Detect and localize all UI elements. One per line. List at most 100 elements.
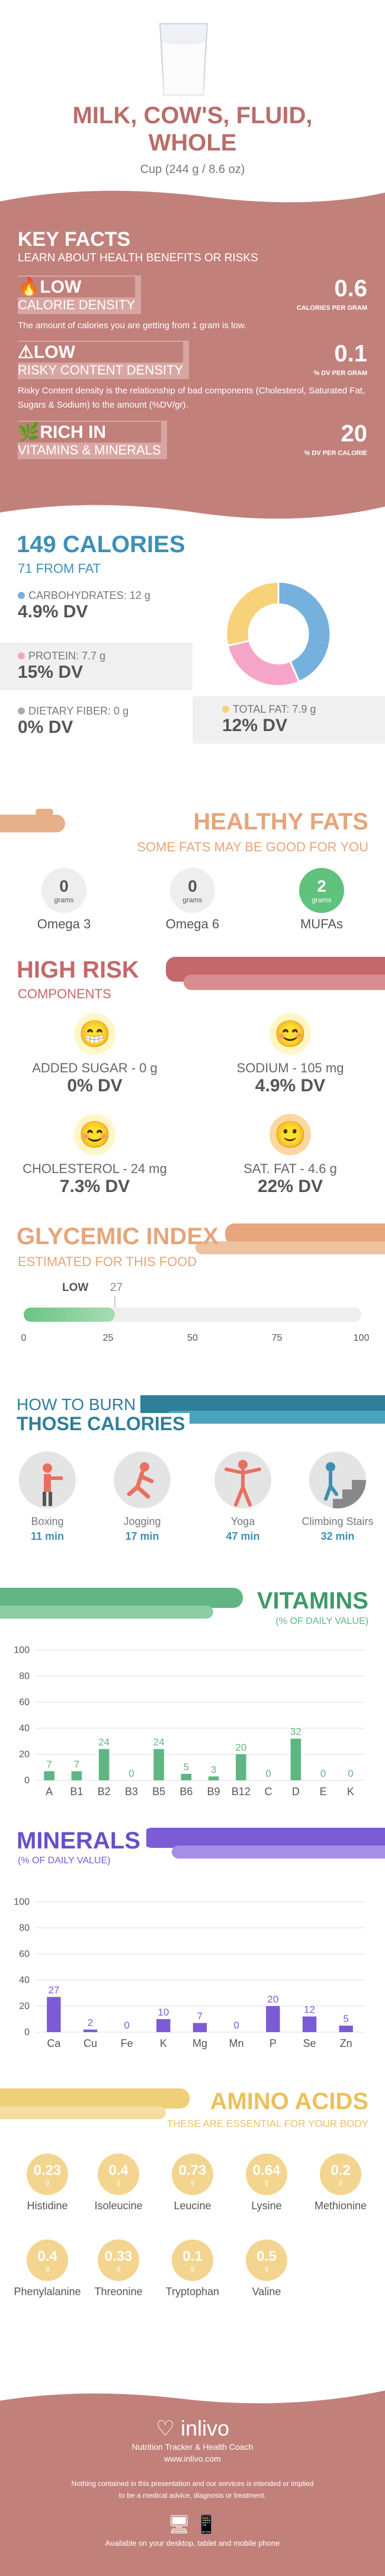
amino-acid-circle: 0.5 g	[246, 2239, 287, 2281]
stairs-icon	[309, 1452, 366, 1508]
amino-acid-item: 0.2 g Methionine	[305, 2154, 376, 2212]
key-fact-level: RICH IN	[40, 422, 107, 442]
y-tick-label: 60	[19, 1949, 30, 1959]
burn-title-1: HOW TO BURN	[17, 1395, 141, 1414]
footer-tagline: Nutrition Tracker & Health Coach	[131, 2442, 254, 2452]
amino-acid-circle: 0.64 g	[246, 2154, 287, 2195]
vitamin-value-label: 0	[348, 1768, 353, 1779]
vitamin-value-label: 7	[74, 1759, 79, 1770]
activity-jogging: Jogging 17 min	[104, 1452, 181, 1543]
mineral-category-label: Se	[303, 2037, 316, 2049]
activity-time: 17 min	[125, 1530, 159, 1542]
disclaimer-line-1: Nothing contained in this presentation a…	[71, 2479, 314, 2488]
fat-value: 0	[188, 877, 197, 895]
healthy-fats-section: HEALTHY FATS SOME FATS MAY BE GOOD FOR Y…	[0, 785, 385, 957]
decor-band	[184, 975, 385, 990]
key-fact-label: CALORIE DENSITY	[18, 297, 136, 312]
key-facts-title: KEY FACTS	[18, 228, 131, 251]
neutral-face-icon: 🙂	[270, 1114, 311, 1155]
fat-omega6: 0 grams Omega 6	[148, 868, 237, 932]
risk-dv: 22% DV	[257, 1177, 323, 1196]
decor-band	[142, 1828, 385, 1848]
header-section: MILK, COW'S, FLUID, WHOLE Cup (244 g / 8…	[0, 0, 385, 187]
key-fact-label: VITAMINS & MINERALS	[18, 443, 161, 457]
milk-glass-icon	[159, 23, 208, 95]
amino-acid-unit: g	[190, 2265, 195, 2272]
activity-boxing: Boxing 11 min	[9, 1452, 86, 1543]
fat-label: Omega 3	[37, 917, 91, 931]
mineral-category-label: Mg	[192, 2037, 207, 2049]
decor-band	[0, 1606, 213, 1619]
mineral-bar-P	[266, 2006, 280, 2032]
glycemic-tick-label: 100	[353, 1333, 370, 1343]
glycemic-level: LOW	[62, 1281, 89, 1294]
decor-band	[0, 2106, 166, 2119]
amino-acid-circle: 0.33 g	[98, 2239, 139, 2281]
key-fact-unit: % DV PER GRAM	[313, 370, 367, 377]
amino-acid-value: 0.23	[33, 2162, 62, 2178]
amino-acid-value: 0.4	[108, 2162, 129, 2178]
glycemic-marker	[114, 1296, 116, 1308]
vitamin-category-label: K	[347, 1786, 354, 1798]
key-fact-calorie-density: 🔥LOW CALORIE DENSITY 0.6 CALORIES PER GRAM…	[18, 275, 367, 333]
amino-acid-label: Phenylalanine	[14, 2286, 81, 2298]
glycemic-index-section: GLYCEMIC INDEX ESTIMATED FOR THIS FOOD L…	[0, 1212, 385, 1395]
amino-acid-label: Methionine	[314, 2200, 367, 2212]
amino-acid-item: 0.1 g Tryptophan	[157, 2239, 228, 2298]
flame-icon: 🔥	[18, 277, 40, 297]
mineral-value-label: 2	[88, 2017, 93, 2029]
vitamin-bar-D	[290, 1738, 301, 1780]
amino-acid-item: 0.73 g Leucine	[157, 2154, 228, 2212]
mineral-bar-Cu	[83, 2029, 98, 2032]
amino-acid-value: 0.1	[182, 2248, 203, 2264]
vitamin-category-label: B12	[232, 1786, 251, 1798]
amino-acid-circle: 0.4 g	[98, 2154, 139, 2195]
risk-dv: 0% DV	[67, 1076, 123, 1095]
happy-face-icon: 😁	[74, 1013, 116, 1055]
wave-top-decoration	[0, 187, 385, 203]
nutrient-dv: 4.9% DV	[18, 602, 88, 621]
amino-acid-value: 0.2	[331, 2162, 351, 2178]
minerals-bar-chart: 0 20 40 60 80 100 27 Ca 2 Cu 0 Fe 10 K 7 Mg 0 Mn 20 P 12 Se 5 Z…	[14, 1897, 364, 2049]
fat-unit: grams	[54, 896, 74, 904]
activity-climbing-stairs: Climbing Stairs 32 min	[299, 1452, 376, 1543]
key-fact-tag: ⚠LOW RISKY CONTENT DENSITY	[18, 341, 190, 379]
vitamin-category-label: B3	[125, 1786, 138, 1798]
amino-acid-label: Leucine	[174, 2200, 211, 2212]
risk-label: ADDED SUGAR - 0 g	[32, 1060, 158, 1075]
amino-acid-unit: g	[264, 2265, 269, 2272]
footer-url[interactable]: www.inlivo.com	[164, 2454, 221, 2463]
fat-mufas: 2 grams MUFAs	[277, 868, 366, 932]
key-fact-description: Risky Content density is the relationshi…	[18, 386, 365, 410]
amino-acid-label: Valine	[252, 2286, 281, 2298]
minerals-title: MINERALS	[17, 1828, 146, 1854]
amino-subtitle: THESE ARE ESSENTIAL FOR YOUR BODY	[166, 2118, 368, 2129]
yoga-icon	[214, 1452, 271, 1508]
glycemic-fill	[24, 1308, 115, 1322]
carbs-legend-dot	[18, 592, 25, 599]
risk-dv: 4.9% DV	[255, 1076, 326, 1095]
nutrient-label: DIETARY FIBER: 0 g	[28, 705, 129, 717]
vitamin-category-label: C	[265, 1786, 272, 1798]
decor-band	[172, 1846, 385, 1859]
vitamin-bar-A	[44, 1771, 54, 1780]
mineral-bar-Ca	[47, 1997, 61, 2032]
vitamin-category-label: B6	[179, 1786, 192, 1798]
high-risk-subtitle: COMPONENTS	[18, 986, 111, 1001]
nutrient-total-fat: TOTAL FAT: 7.9 g 12% DV	[192, 696, 385, 744]
amino-acids-section: AMINO ACIDS THESE ARE ESSENTIAL FOR YOUR…	[0, 2077, 385, 2388]
activity-time: 47 min	[226, 1530, 260, 1542]
nutrient-carbohydrates: CARBOHYDRATES: 12 g 4.9% DV	[18, 589, 150, 622]
amino-acid-label: Isoleucine	[94, 2200, 143, 2212]
mineral-bar-K	[156, 2019, 171, 2032]
y-tick-label: 40	[19, 1723, 30, 1734]
mineral-bar-Zn	[339, 2026, 353, 2032]
mineral-category-label: K	[160, 2037, 167, 2049]
calories-from-fat: 71 FROM FAT	[18, 561, 101, 576]
serving-size: Cup (244 g / 8.6 oz)	[140, 163, 245, 176]
vitamin-bar-B5	[153, 1749, 164, 1780]
amino-acid-label: Tryptophan	[165, 2286, 220, 2298]
calories-section: 149 CALORIES 71 FROM FAT CARBOHYDRATES: …	[0, 524, 385, 785]
activity-time: 32 min	[320, 1530, 355, 1542]
amino-title: AMINO ACIDS	[210, 2088, 368, 2114]
